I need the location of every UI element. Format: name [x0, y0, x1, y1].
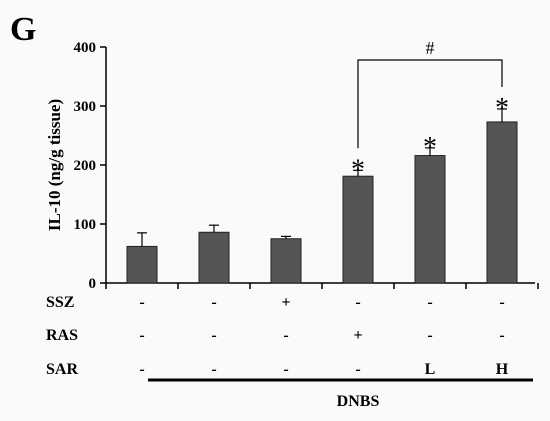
treatment-cell: - [139, 327, 144, 344]
y-tick-label: 300 [74, 99, 97, 115]
y-tick-label: 0 [89, 276, 97, 292]
treatment-cell: - [211, 327, 216, 344]
treatment-table: SSZ - - + - - - RAS - - - + - - SAR - - - - L H DNBS [46, 294, 533, 410]
bar [414, 155, 446, 284]
treatment-cell: + [281, 294, 290, 311]
treatment-cell: - [499, 294, 504, 311]
treatment-cell: - [211, 294, 216, 311]
treatment-cell: - [283, 327, 288, 344]
significance-marker: * [423, 132, 437, 163]
bar [198, 231, 230, 284]
treatment-cell: - [283, 361, 288, 378]
treatment-cell: - [499, 327, 504, 344]
bar [486, 121, 518, 284]
treatment-cell: - [355, 294, 360, 311]
panel-label: G [10, 11, 36, 48]
comparison-label: # [426, 38, 435, 58]
treatment-cell: H [496, 361, 509, 378]
axes: 0 100 200 300 400 [74, 40, 539, 292]
treatment-row-label: SSZ [46, 294, 74, 311]
treatment-cell: - [139, 294, 144, 311]
treatment-cell: L [425, 361, 436, 378]
bar [342, 175, 374, 284]
treatment-row-label: SAR [46, 361, 78, 378]
significance-marker: * [351, 154, 365, 185]
annotations: * * * # [351, 38, 509, 185]
y-tick-label: 200 [74, 158, 97, 174]
y-tick-label: 100 [74, 217, 97, 233]
treatment-cell: - [427, 294, 432, 311]
comparison-bracket [357, 59, 503, 149]
bar [126, 245, 158, 284]
treatment-cell: - [211, 361, 216, 378]
bars [126, 108, 518, 284]
treatment-cell: - [355, 361, 360, 378]
treatment-cell: - [139, 361, 144, 378]
treatment-row-label: RAS [46, 327, 78, 344]
group-bracket-label: DNBS [337, 393, 380, 410]
significance-marker: * [495, 93, 509, 124]
treatment-cell: + [353, 327, 362, 344]
y-axis-label: IL-10 (ng/g tissue) [45, 99, 64, 231]
treatment-cell: - [427, 327, 432, 344]
y-tick-label: 400 [74, 40, 97, 56]
bar [270, 238, 302, 284]
